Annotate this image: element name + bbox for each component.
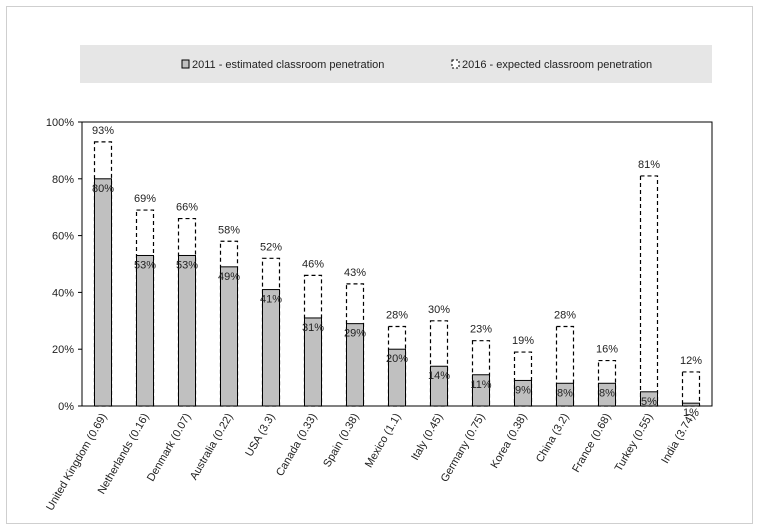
data-label-2016: 93% bbox=[92, 125, 114, 137]
bar-2016 bbox=[681, 371, 701, 407]
data-label-2011: 53% bbox=[176, 259, 198, 271]
bar-2016 bbox=[429, 320, 449, 407]
bar-2011 bbox=[94, 178, 112, 407]
x-tick-label: Canada (0.33) bbox=[274, 412, 320, 479]
legend-swatch-2011 bbox=[181, 59, 190, 69]
bar-2011 bbox=[262, 289, 280, 407]
bar-2011 bbox=[346, 323, 364, 407]
data-label-2011: 80% bbox=[92, 183, 114, 195]
x-tick-label: Spain (0.38) bbox=[321, 412, 361, 470]
x-axis-labels: United Kingdom (0.69)Netherlands (0.16)D… bbox=[44, 412, 697, 513]
bar-2011 bbox=[136, 254, 154, 407]
bar-2011 bbox=[682, 402, 700, 407]
x-tick-label: Mexico (1.1) bbox=[363, 412, 404, 470]
x-tick-label: India (3.74) bbox=[659, 412, 697, 466]
data-label-2016: 19% bbox=[512, 335, 534, 347]
bar-2011 bbox=[556, 382, 574, 407]
bar-2011 bbox=[178, 254, 196, 407]
bar-2011 bbox=[598, 382, 616, 407]
data-label-2016: 30% bbox=[428, 304, 450, 316]
x-tick-label: France (0.68) bbox=[570, 412, 613, 475]
data-label-2016: 81% bbox=[638, 159, 660, 171]
y-tick-label: 60% bbox=[52, 231, 74, 243]
y-tick-label: 100% bbox=[46, 117, 74, 129]
data-label-2016: 12% bbox=[680, 355, 702, 367]
bars: 93% 80% 69% 53% 66% 53% 58% 49% 52% 41% 46% 31% 43% 2… bbox=[92, 125, 702, 419]
data-label-2016: 23% bbox=[470, 324, 492, 336]
legend-label-2016: 2016 - expected classroom penetration bbox=[462, 59, 652, 71]
x-tick-label: Turkey (0.55) bbox=[613, 412, 656, 474]
x-tick-label: USA (3.3) bbox=[243, 412, 277, 459]
bar-2016 bbox=[471, 340, 491, 407]
data-label-2011: 49% bbox=[218, 271, 240, 283]
x-tick-label: Korea (0.38) bbox=[489, 412, 530, 471]
data-label-2016: 43% bbox=[344, 267, 366, 279]
data-label-2016: 66% bbox=[176, 202, 198, 214]
y-tick-label: 80% bbox=[52, 174, 74, 186]
x-tick-label: Germany (0.75) bbox=[439, 412, 488, 485]
data-label-2011: 1% bbox=[683, 407, 699, 419]
bar-2011 bbox=[472, 374, 490, 407]
bar-2011 bbox=[640, 391, 658, 407]
x-tick-label: Denmark (0.07) bbox=[145, 412, 194, 484]
bar-2011 bbox=[514, 379, 532, 407]
legend-swatch-2016 bbox=[451, 59, 460, 69]
x-tick-label: China (3.2) bbox=[534, 412, 572, 465]
chart-frame bbox=[6, 6, 753, 524]
data-label-2011: 53% bbox=[134, 259, 156, 271]
data-label-2011: 8% bbox=[557, 387, 573, 399]
data-label-2011: 9% bbox=[515, 384, 531, 396]
legend: 2011 - estimated classroom penetration 20… bbox=[181, 59, 652, 71]
y-tick-label: 40% bbox=[52, 287, 74, 299]
x-tick-label: United Kingdom (0.69) bbox=[44, 412, 109, 513]
data-label-2016: 46% bbox=[302, 258, 324, 270]
bar-2011 bbox=[388, 348, 406, 407]
x-tick-label: Italy (0.45) bbox=[409, 412, 445, 463]
bar-2011 bbox=[220, 266, 238, 407]
data-label-2016: 69% bbox=[134, 193, 156, 205]
data-label-2011: 29% bbox=[344, 328, 366, 340]
y-tick-label: 20% bbox=[52, 344, 74, 356]
bar-2011 bbox=[430, 365, 448, 407]
data-label-2011: 20% bbox=[386, 353, 408, 365]
data-label-2016: 58% bbox=[218, 224, 240, 236]
data-label-2011: 31% bbox=[302, 322, 324, 334]
bar-2011 bbox=[304, 317, 322, 407]
data-label-2016: 16% bbox=[596, 344, 618, 356]
y-tick-label: 0% bbox=[58, 401, 74, 413]
y-axis: 0% 20% 40% 60% 80% 100% bbox=[46, 117, 82, 413]
data-label-2011: 41% bbox=[260, 294, 282, 306]
data-label-2016: 28% bbox=[386, 309, 408, 321]
data-label-2011: 11% bbox=[470, 379, 491, 391]
data-label-2016: 28% bbox=[554, 309, 576, 321]
data-label-2016: 52% bbox=[260, 241, 282, 253]
bar-2016 bbox=[639, 175, 659, 407]
legend-label-2011: 2011 - estimated classroom penetration bbox=[192, 59, 384, 71]
data-label-2011: 14% bbox=[428, 370, 450, 382]
data-label-2011: 5% bbox=[641, 396, 657, 408]
data-label-2011: 8% bbox=[599, 387, 615, 399]
x-tick-label: Australia (0.22) bbox=[188, 412, 236, 483]
